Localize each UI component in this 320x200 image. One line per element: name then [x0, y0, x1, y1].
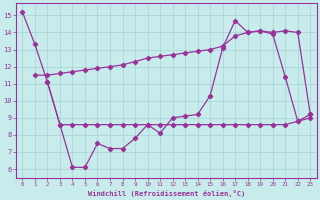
- X-axis label: Windchill (Refroidissement éolien,°C): Windchill (Refroidissement éolien,°C): [88, 190, 245, 197]
